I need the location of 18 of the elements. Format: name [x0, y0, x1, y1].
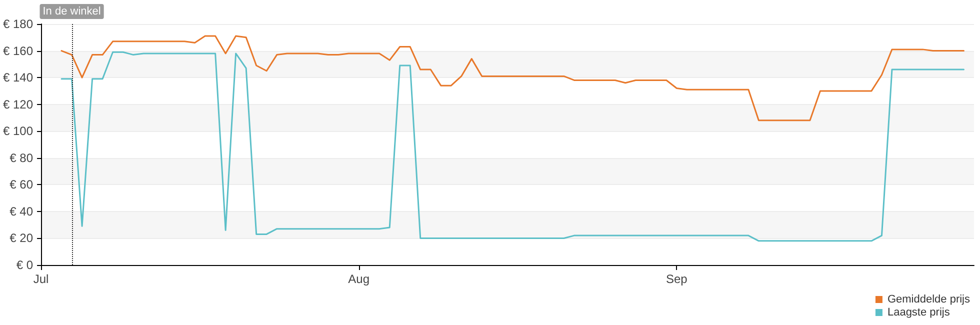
legend-label: Laagste prijs: [887, 306, 950, 318]
y-tick-label: € 120: [3, 97, 34, 112]
legend-label: Gemiddelde prijs: [887, 294, 970, 306]
ref-line-label: In de winkel: [42, 6, 101, 18]
y-tick-label: € 180: [3, 17, 34, 31]
y-tick-label: € 60: [10, 178, 34, 192]
line-series: [60, 35, 964, 122]
x-tick-label: Sep: [666, 272, 688, 286]
y-tick-label: € 140: [3, 70, 34, 85]
line-series: [60, 51, 964, 242]
x-tick-label: Aug: [348, 272, 370, 286]
y-tick-label: € 160: [3, 44, 34, 58]
y-tick-label: € 40: [10, 204, 34, 218]
x-tick-label: Jul: [33, 272, 49, 286]
y-tick-label: € 0: [16, 258, 34, 272]
y-tick-label: € 20: [10, 231, 34, 246]
y-tick-label: € 80: [10, 150, 34, 165]
y-tick-label: € 100: [3, 124, 34, 138]
